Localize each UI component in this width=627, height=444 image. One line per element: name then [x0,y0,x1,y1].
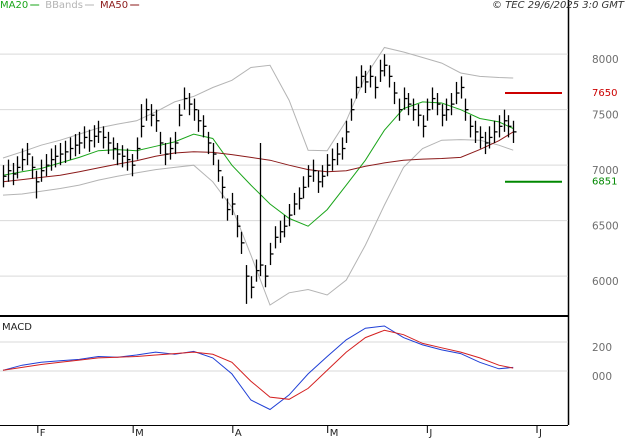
x-tick-label: J [538,428,542,439]
legend-label: MA20 [0,0,28,11]
x-tick-label: A [235,428,242,439]
x-tick-label: M [135,428,144,439]
indicator-line [2,325,514,411]
level-label: 7650 [592,88,617,99]
legend-label: BBands [45,0,83,11]
y-tick-label: 200 [592,342,612,354]
y-tick-label: 6500 [592,221,619,233]
y-tick-label: 8000 [592,54,619,66]
band-lower [2,139,514,306]
y-tick-label: 000 [592,371,612,383]
y-tick-label: 6000 [592,276,619,288]
x-tick-label: M [330,428,339,439]
copyright: © TEC 29/6/2025 3:0 GMT [492,0,625,11]
macd-title: MACD [2,322,32,333]
level-label: 6851 [592,177,617,188]
x-tick-label: F [40,428,46,439]
y-tick-label: 7500 [592,110,619,122]
macd-panel [0,318,568,425]
x-tick-label: J [428,428,432,439]
legend: MA20 BBands MA50 [0,0,140,11]
y-tick-label: 7000 [592,165,619,177]
indicator-line [2,329,514,400]
legend-label: MA50 [100,0,128,11]
